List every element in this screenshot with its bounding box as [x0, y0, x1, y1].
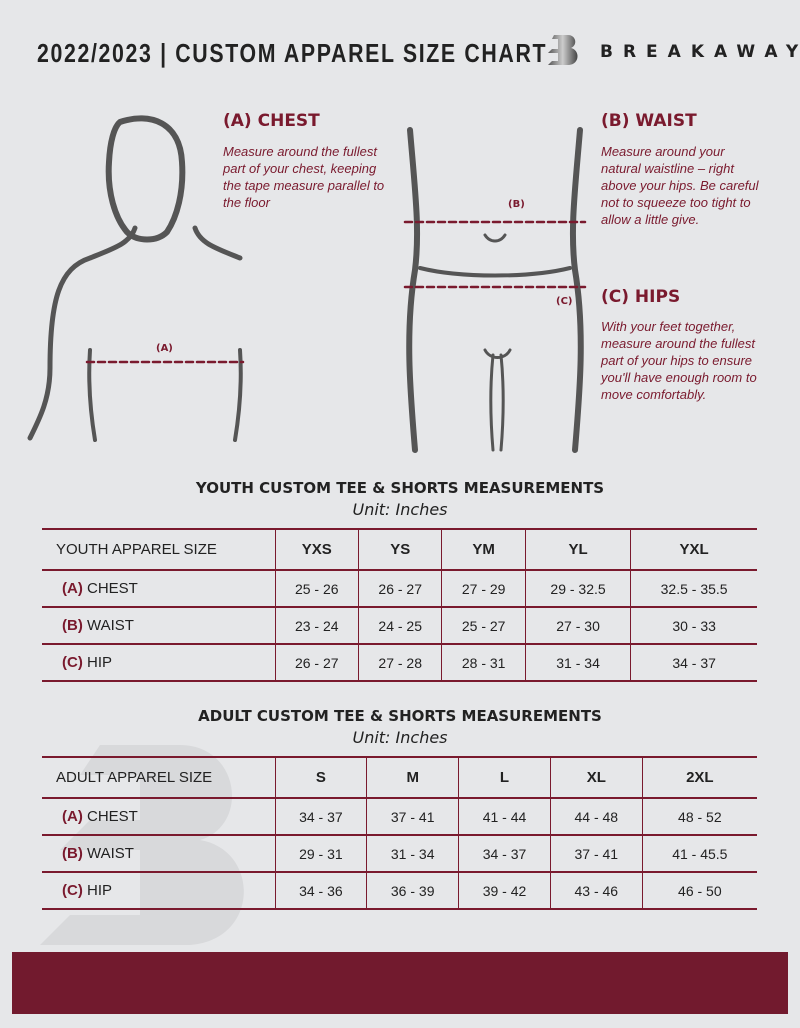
table-row: (C) HIP 34 - 36 36 - 39 39 - 42 43 - 46 46 -…	[42, 871, 757, 910]
row-name: HIP	[87, 882, 113, 899]
chest-heading: (A) CHEST	[223, 111, 320, 131]
cell: 39 - 42	[458, 871, 551, 910]
cell: 34 - 36	[274, 871, 367, 910]
cell: 43 - 46	[549, 871, 643, 910]
cell: 27 - 29	[441, 569, 526, 608]
waist-heading: (B) WAIST	[601, 111, 697, 131]
row-label: (B) WAIST	[42, 834, 275, 873]
cell: 25 - 26	[274, 569, 359, 608]
header-cell: 2XL	[641, 756, 757, 799]
row-code: (A)	[62, 808, 83, 825]
header-cell: YXL	[630, 528, 757, 571]
header-cell: YM	[441, 528, 526, 571]
table-row: (A) CHEST 34 - 37 37 - 41 41 - 44 44 - 48 48…	[42, 797, 757, 836]
cell: 28 - 31	[441, 643, 526, 682]
row-code: (B)	[62, 845, 83, 862]
cell: 23 - 24	[274, 606, 359, 645]
row-label: (A) CHEST	[42, 569, 275, 608]
cell: 31 - 34	[524, 643, 631, 682]
cell: 48 - 52	[641, 797, 757, 836]
row-name: CHEST	[87, 808, 138, 825]
header-cell: L	[458, 756, 551, 799]
cell: 41 - 45.5	[641, 834, 757, 873]
row-name: HIP	[87, 654, 113, 671]
hips-description: With your feet together, measure around …	[601, 319, 757, 402]
cell: 29 - 32.5	[524, 569, 631, 608]
header-cell: YL	[524, 528, 631, 571]
lower-body-figure	[403, 127, 587, 453]
youth-table-title: YOUTH CUSTOM TEE & SHORTS MEASUREMENTS	[195, 479, 605, 497]
row-code: (A)	[62, 580, 83, 597]
adult-table-title: ADULT CUSTOM TEE & SHORTS MEASUREMENTS	[198, 707, 602, 725]
waist-description: Measure around your natural waistline – …	[601, 144, 759, 227]
cell: 34 - 37	[274, 797, 367, 836]
breakaway-logo	[548, 35, 578, 65]
cell: 36 - 39	[366, 871, 459, 910]
cell: 26 - 27	[357, 569, 442, 608]
cell: 27 - 30	[524, 606, 631, 645]
cell: 34 - 37	[458, 834, 551, 873]
footer-bar	[12, 952, 788, 1014]
cell: 32.5 - 35.5	[630, 569, 757, 608]
cell: 30 - 33	[630, 606, 757, 645]
row-code: (C)	[62, 882, 83, 899]
table-row: (A) CHEST 25 - 26 26 - 27 27 - 29 29 - 32.5…	[42, 569, 757, 608]
header-cell: M	[366, 756, 459, 799]
header-cell: YOUTH APPAREL SIZE	[42, 528, 275, 571]
cell: 29 - 31	[274, 834, 367, 873]
brand-name: BREAKAWAY	[600, 42, 800, 62]
row-name: WAIST	[87, 845, 134, 862]
cell: 46 - 50	[641, 871, 757, 910]
row-label: (A) CHEST	[42, 797, 275, 836]
cell: 37 - 41	[549, 834, 643, 873]
waist-marker: (B)	[508, 199, 525, 210]
adult-size-table: ADULT APPAREL SIZE S M L XL 2XL (A) CHES…	[42, 756, 757, 910]
row-code: (B)	[62, 617, 83, 634]
cell: 31 - 34	[366, 834, 459, 873]
header-cell: S	[274, 756, 367, 799]
youth-size-table: YOUTH APPAREL SIZE YXS YS YM YL YXL (A) …	[42, 528, 757, 682]
youth-unit: Unit: Inches	[352, 500, 448, 519]
cell: 41 - 44	[458, 797, 551, 836]
table-row: (B) WAIST 23 - 24 24 - 25 25 - 27 27 - 30 30…	[42, 606, 757, 645]
row-name: WAIST	[87, 617, 134, 634]
table-header-row: YOUTH APPAREL SIZE YXS YS YM YL YXL	[42, 528, 757, 571]
table-row: (B) WAIST 29 - 31 31 - 34 34 - 37 37 - 41 41…	[42, 834, 757, 873]
hips-heading: (C) HIPS	[601, 287, 681, 307]
cell: 24 - 25	[357, 606, 442, 645]
row-name: CHEST	[87, 580, 138, 597]
cell: 26 - 27	[274, 643, 359, 682]
header-cell: ADULT APPAREL SIZE	[42, 756, 275, 799]
cell: 34 - 37	[630, 643, 757, 682]
page-title: 2022/2023 | CUSTOM APPAREL SIZE CHART	[37, 38, 548, 68]
row-label: (B) WAIST	[42, 606, 275, 645]
cell: 27 - 28	[357, 643, 442, 682]
row-label: (C) HIP	[42, 643, 275, 682]
row-label: (C) HIP	[42, 871, 275, 910]
row-code: (C)	[62, 654, 83, 671]
header-cell: XL	[549, 756, 643, 799]
cell: 25 - 27	[441, 606, 526, 645]
chest-marker: (A)	[156, 343, 173, 354]
hips-marker: (C)	[556, 296, 573, 307]
cell: 44 - 48	[549, 797, 643, 836]
adult-unit: Unit: Inches	[352, 728, 448, 747]
header-cell: YXS	[274, 528, 359, 571]
cell: 37 - 41	[366, 797, 459, 836]
table-header-row: ADULT APPAREL SIZE S M L XL 2XL	[42, 756, 757, 799]
header-cell: YS	[357, 528, 442, 571]
chest-description: Measure around the fullest part of your …	[223, 144, 385, 210]
upper-body-figure	[27, 115, 245, 442]
table-row: (C) HIP 26 - 27 27 - 28 28 - 31 31 - 34 34 -…	[42, 643, 757, 682]
